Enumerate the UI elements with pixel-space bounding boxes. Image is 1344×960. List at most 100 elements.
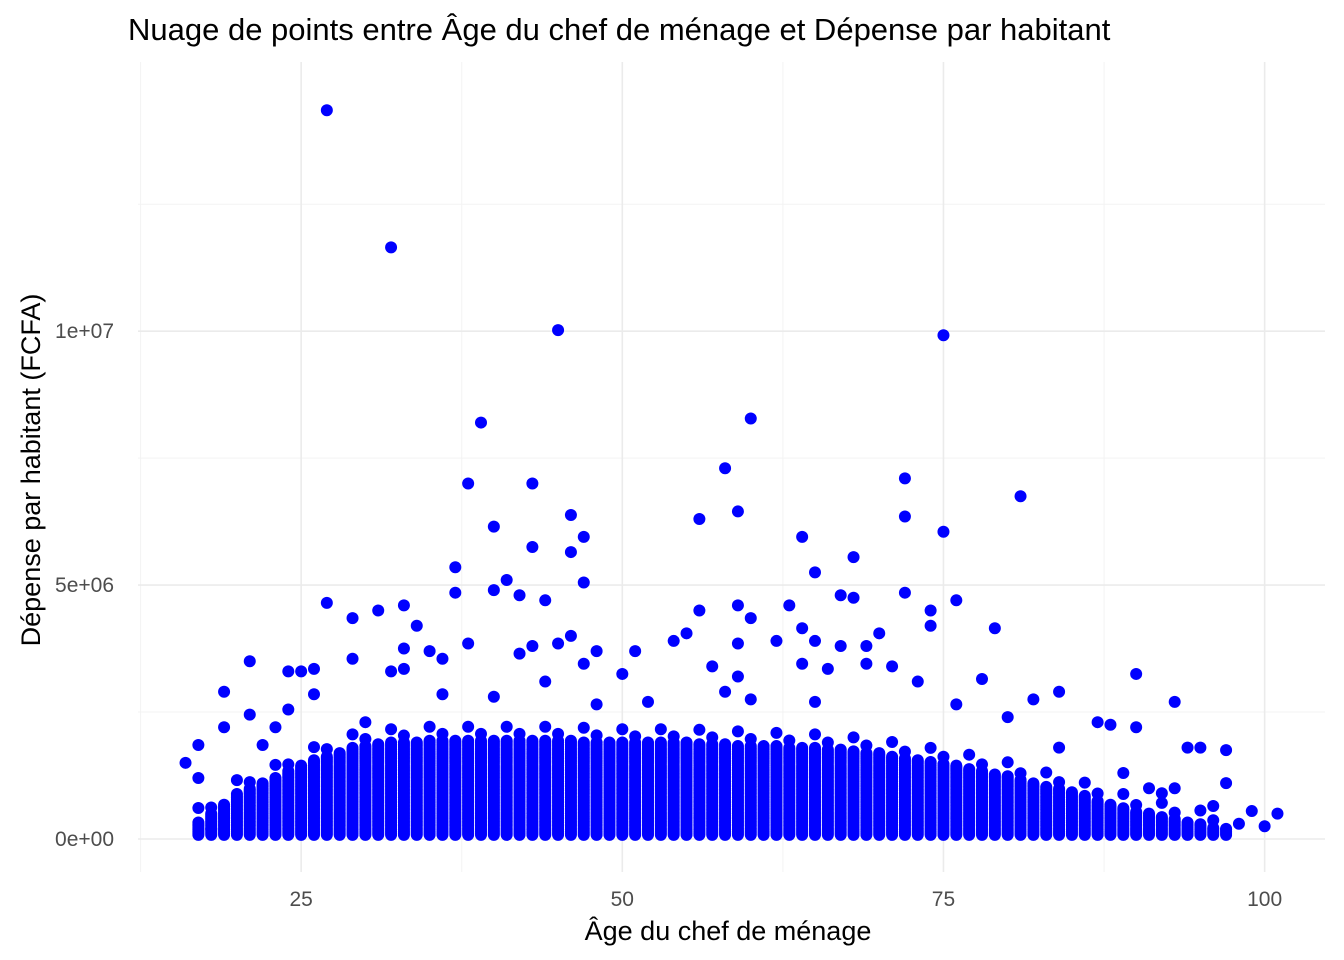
- data-point: [821, 662, 834, 675]
- point-column: [307, 741, 320, 841]
- data-point: [577, 736, 590, 749]
- point-column: [1194, 804, 1207, 841]
- data-point: [1053, 685, 1066, 698]
- point-column: [295, 759, 308, 841]
- data-point: [834, 589, 847, 602]
- data-point: [423, 645, 436, 658]
- point-column: [1207, 814, 1220, 841]
- data-point: [205, 822, 218, 835]
- data-point: [564, 546, 577, 559]
- data-point: [462, 734, 475, 747]
- data-point: [911, 675, 924, 688]
- data-point: [230, 788, 243, 801]
- point-column: [1155, 796, 1168, 841]
- data-point: [359, 732, 372, 745]
- data-point: [462, 720, 475, 733]
- x-axis-title: Âge du chef de ménage: [585, 915, 872, 946]
- point-column: [385, 723, 398, 841]
- data-point: [1220, 777, 1233, 790]
- point-column: [333, 747, 346, 841]
- point-column: [860, 739, 873, 841]
- data-point: [603, 736, 616, 749]
- data-point: [462, 637, 475, 650]
- data-point: [693, 604, 706, 617]
- data-point: [950, 698, 963, 711]
- data-point: [963, 763, 976, 776]
- data-point: [629, 645, 642, 658]
- data-point: [1117, 802, 1130, 815]
- data-point: [513, 647, 526, 660]
- data-point: [1117, 788, 1130, 801]
- point-column: [834, 743, 847, 841]
- data-point: [590, 729, 603, 742]
- point-column: [230, 774, 243, 841]
- data-point: [282, 758, 295, 771]
- point-column: [1117, 788, 1130, 841]
- point-column: [487, 734, 500, 841]
- point-column: [1001, 756, 1014, 841]
- data-point: [474, 416, 487, 429]
- data-point: [346, 612, 359, 625]
- data-point: [1143, 807, 1156, 820]
- point-column: [1143, 807, 1156, 841]
- data-point: [911, 754, 924, 767]
- axis-ticks: 25 50 75 100 0e+00 5e+06 1e+07: [55, 320, 1282, 911]
- point-column: [372, 738, 385, 841]
- data-point: [731, 725, 744, 738]
- data-point: [1258, 820, 1271, 833]
- data-point: [796, 741, 809, 754]
- data-point: [282, 703, 295, 716]
- data-point: [719, 462, 732, 475]
- data-point: [924, 756, 937, 769]
- data-point: [1078, 789, 1091, 802]
- data-point: [552, 637, 565, 650]
- data-point: [295, 665, 308, 678]
- data-point: [192, 772, 205, 785]
- data-point: [924, 741, 937, 754]
- data-point: [539, 720, 552, 733]
- data-point: [307, 741, 320, 754]
- data-point: [590, 645, 603, 658]
- data-point: [641, 695, 654, 708]
- point-column: [731, 725, 744, 841]
- point-column: [397, 729, 410, 841]
- data-point: [385, 665, 398, 678]
- point-column: [1065, 786, 1078, 841]
- point-column: [911, 754, 924, 841]
- data-point: [243, 655, 256, 668]
- point-column: [1168, 806, 1181, 841]
- data-point: [243, 776, 256, 789]
- data-point: [834, 640, 847, 653]
- data-point: [436, 652, 449, 665]
- data-point: [423, 720, 436, 733]
- data-point: [731, 505, 744, 518]
- point-column: [680, 736, 693, 841]
- data-point: [487, 690, 500, 703]
- data-point: [513, 727, 526, 740]
- data-point: [847, 731, 860, 744]
- data-point: [796, 657, 809, 670]
- data-point: [667, 730, 680, 743]
- data-point: [385, 723, 398, 736]
- data-point: [487, 734, 500, 747]
- x-tick-label: 100: [1247, 888, 1282, 911]
- data-point: [539, 594, 552, 607]
- point-column: [359, 732, 372, 841]
- data-point: [307, 754, 320, 767]
- point-column: [1014, 767, 1027, 841]
- point-column: [462, 720, 475, 841]
- data-point: [847, 551, 860, 564]
- point-column: [205, 801, 218, 841]
- data-point: [526, 734, 539, 747]
- data-point: [372, 738, 385, 751]
- point-column: [783, 734, 796, 841]
- data-point: [436, 688, 449, 701]
- point-column: [449, 734, 462, 841]
- data-point: [1104, 718, 1117, 731]
- point-column: [886, 735, 899, 841]
- data-point: [616, 667, 629, 680]
- data-point: [731, 599, 744, 612]
- data-point: [218, 685, 231, 698]
- point-column: [526, 734, 539, 841]
- data-point: [423, 734, 436, 747]
